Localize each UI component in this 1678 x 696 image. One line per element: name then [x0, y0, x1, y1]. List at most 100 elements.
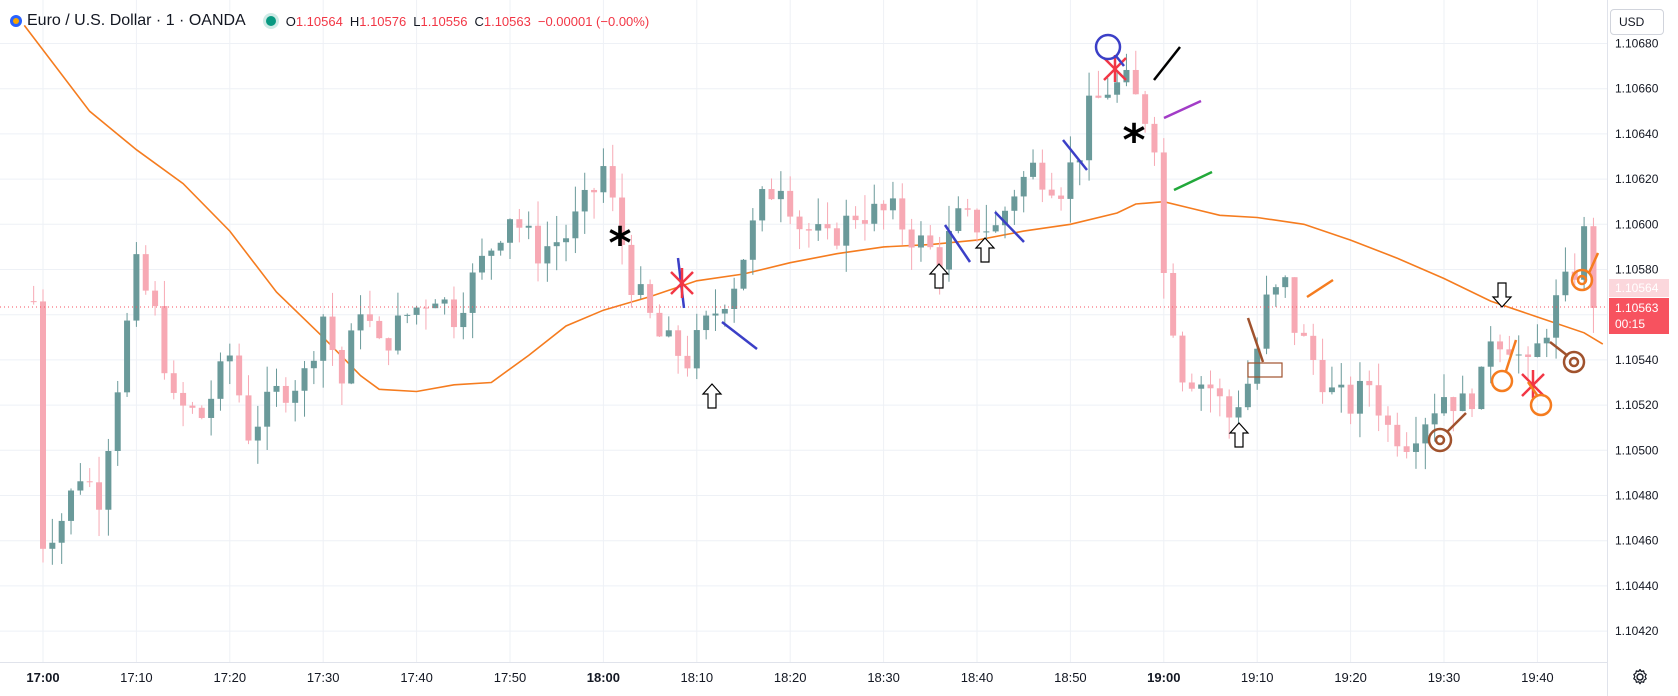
candle-down	[450, 299, 457, 328]
candle-down	[974, 209, 980, 233]
price-tick-label: 1.10520	[1615, 398, 1659, 412]
candle-down	[1058, 195, 1065, 199]
candle-up	[749, 220, 756, 260]
arrow-up-marker	[928, 263, 950, 289]
price-tick-label: 1.10460	[1615, 534, 1659, 548]
candle-up	[432, 303, 439, 309]
time-tick-label: 17:30	[307, 670, 340, 685]
candle-up	[983, 231, 990, 233]
time-tick-label: 19:30	[1428, 670, 1461, 685]
candle-up	[226, 355, 233, 362]
candle-down	[198, 407, 205, 418]
candle-up	[394, 315, 401, 351]
candle-up	[301, 368, 308, 391]
candle-up	[544, 246, 551, 264]
moving-average-line	[23, 24, 1604, 393]
time-tick-label: 19:40	[1521, 670, 1554, 685]
candle-up	[478, 255, 485, 273]
candle-up	[721, 308, 728, 314]
arrow-up-marker	[1228, 422, 1250, 448]
candle-up	[1422, 424, 1429, 444]
candle-down	[908, 229, 915, 248]
candle-up	[777, 190, 784, 200]
candle-up	[843, 215, 850, 246]
candle-up	[1338, 384, 1345, 388]
gear-icon[interactable]	[1631, 668, 1649, 686]
time-tick-label: 17:00	[26, 670, 59, 685]
candle-down	[161, 306, 168, 374]
candle-down	[535, 225, 542, 264]
candle-up	[1356, 380, 1363, 414]
candle-up	[1104, 94, 1111, 98]
candle-down	[1375, 385, 1382, 416]
time-axis[interactable]: 17:00 17:10 17:20 17:30 17:40 17:50 18:00 18:10…	[26, 670, 1553, 685]
circle-marker	[1427, 341, 1586, 453]
time-tick-label: 19:20	[1334, 670, 1367, 685]
time-tick-label: 17:10	[120, 670, 153, 685]
candle-down	[86, 481, 93, 483]
ohlc-open: O1.10564	[285, 13, 343, 29]
candle-down	[1506, 349, 1513, 355]
candle-down	[1366, 380, 1373, 386]
candle-up	[273, 385, 280, 392]
candle-down	[422, 307, 429, 309]
price-tick-label: 1.10620	[1615, 172, 1659, 186]
candle-down	[656, 312, 663, 337]
candle-down	[1188, 382, 1195, 389]
candle-up	[254, 426, 261, 441]
candle-up	[1431, 413, 1438, 425]
candle-down	[1179, 335, 1186, 383]
ma-path	[23, 24, 1604, 393]
candle-down	[245, 395, 252, 441]
candle-down	[1571, 271, 1578, 280]
candles[interactable]	[30, 50, 1597, 565]
candle-up	[77, 481, 84, 491]
candle-down	[1291, 277, 1298, 333]
candle-up	[1254, 348, 1261, 384]
market-status-icon[interactable]	[265, 16, 276, 26]
candle-up	[348, 330, 355, 384]
currency-selector-button[interactable]: USD	[1610, 9, 1664, 35]
candle-up	[1235, 407, 1242, 418]
candle-up	[1011, 196, 1018, 211]
candle-down	[1384, 415, 1391, 425]
drawing-line	[1153, 46, 1181, 81]
candle-down	[40, 301, 46, 549]
ohlc-high: H1.10576	[349, 13, 407, 29]
time-tick-label: 18:10	[681, 670, 714, 685]
candle-down	[899, 198, 906, 230]
candle-down	[376, 320, 383, 339]
candle-up	[759, 189, 766, 221]
candle-down	[591, 189, 598, 193]
candle-up	[1086, 95, 1093, 161]
candle-up	[712, 313, 719, 316]
candle-up	[49, 542, 56, 549]
candle-up	[1412, 443, 1419, 452]
candle-up	[525, 225, 532, 228]
candle-down	[1160, 152, 1167, 273]
symbol-title[interactable]: Euro / U.S. Dollar · 1 · OANDA	[27, 12, 246, 29]
candle-up	[553, 242, 560, 247]
candle-up	[1478, 366, 1485, 410]
time-tick-label: 17:40	[400, 670, 433, 685]
candle-up	[1123, 69, 1130, 83]
drawing-annotations[interactable]: * *	[608, 33, 1600, 453]
candle-up	[497, 242, 504, 251]
drawing-line	[1062, 139, 1088, 171]
candle-up	[1515, 354, 1522, 356]
candle-up	[815, 224, 822, 231]
drawing-line	[721, 321, 758, 350]
candle-up	[124, 320, 131, 393]
price-tick-label: 1.10440	[1615, 579, 1659, 593]
time-tick-label: 18:50	[1054, 670, 1087, 685]
candle-up	[217, 361, 224, 399]
candle-down	[282, 385, 289, 403]
symbol-logo-icon[interactable]	[10, 15, 22, 27]
price-axis[interactable]: 1.10680 1.10660 1.10640 1.10620 1.10600 1.105…	[1615, 37, 1659, 639]
candle-up	[581, 189, 588, 212]
bar-countdown: 00:15	[1615, 317, 1646, 331]
candle-down	[927, 235, 934, 248]
candle-down	[1347, 384, 1354, 414]
candle-up	[1562, 271, 1569, 296]
